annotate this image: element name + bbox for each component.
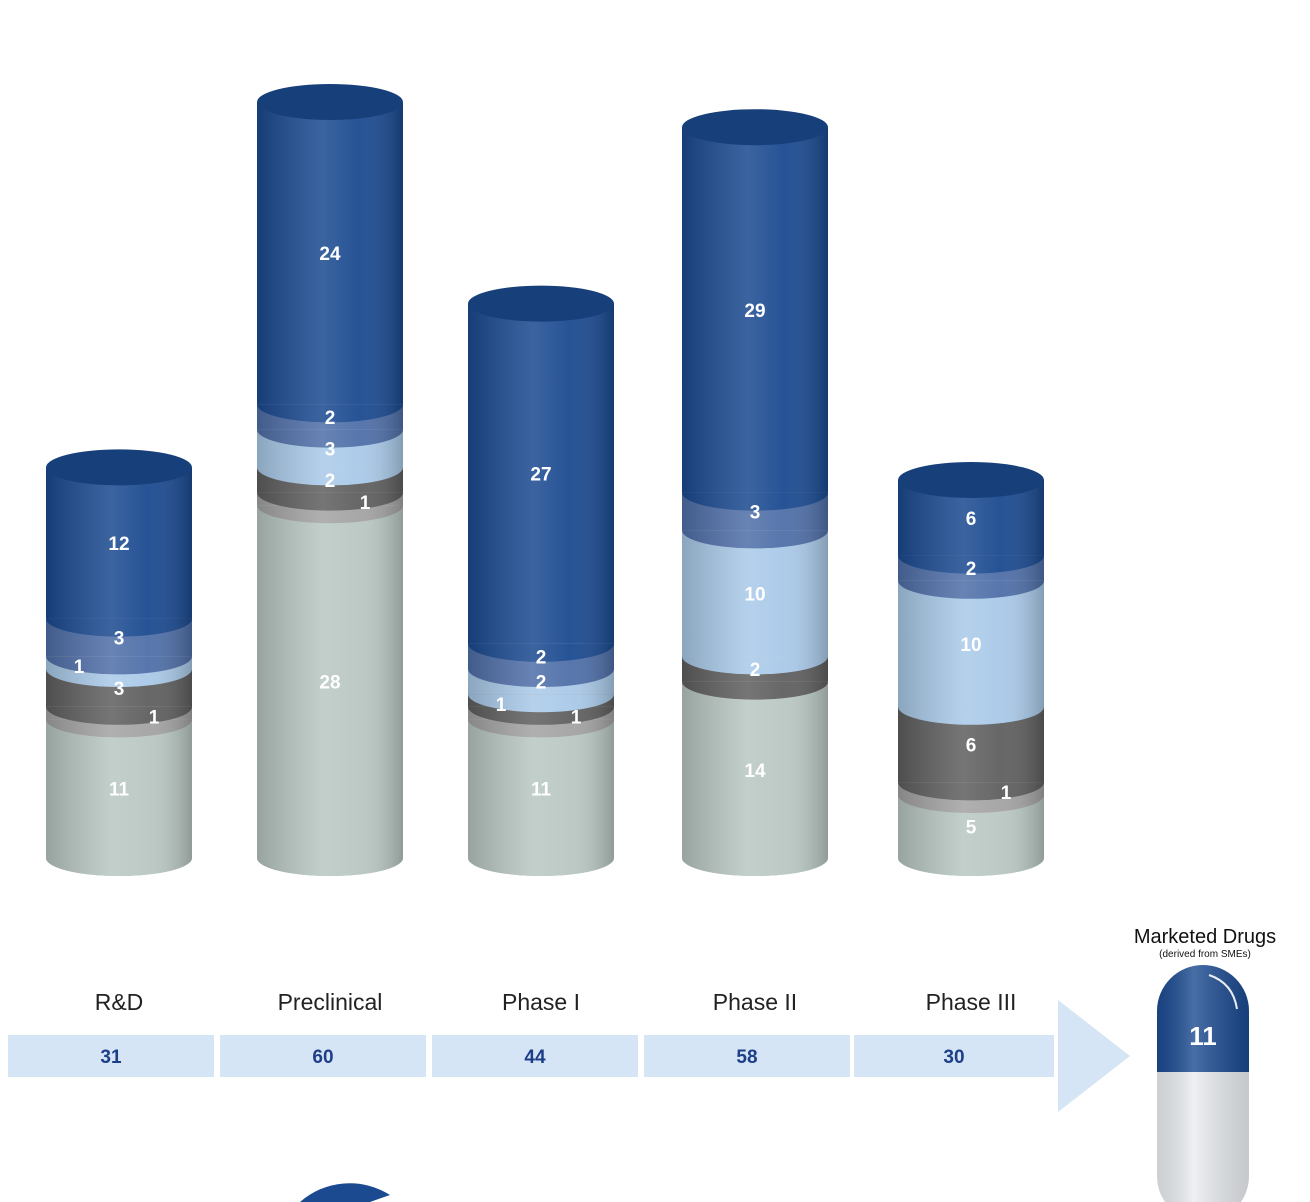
- partial-pie-icon: [300, 1183, 390, 1202]
- total-cell: [432, 1035, 638, 1077]
- segment-value-label: 1: [360, 493, 371, 514]
- segment-value-label: 2: [966, 559, 977, 580]
- segment-value-label: 28: [319, 673, 340, 694]
- segment-value-label: 14: [744, 761, 766, 782]
- capsule-icon: [1157, 965, 1249, 1202]
- segment-value-label: 27: [530, 465, 551, 486]
- total-value: 60: [312, 1047, 333, 1068]
- total-value: 30: [943, 1047, 964, 1068]
- segment-value-label: 1: [149, 707, 160, 728]
- total-cell: [220, 1035, 426, 1077]
- capsule-shading: [1157, 965, 1249, 1202]
- category-label: R&D: [95, 989, 144, 1015]
- segment-value-label: 3: [114, 679, 125, 700]
- segment-value-label: 1: [74, 657, 85, 678]
- cylinder-top: [898, 462, 1044, 498]
- segment-value-label: 12: [108, 534, 129, 555]
- marketed-title: Marketed Drugs: [1134, 926, 1276, 948]
- cylinder-3: 14 2 10 3 29: [682, 109, 828, 876]
- cylinder-top: [682, 109, 828, 146]
- category-label: Phase I: [502, 989, 580, 1015]
- cylinder-shading: [46, 467, 192, 876]
- total-cell: [854, 1035, 1054, 1077]
- cylinder-shading: [468, 303, 614, 877]
- segment-value-label: 29: [744, 301, 765, 322]
- total-cell: [8, 1035, 214, 1077]
- segment-value-label: 1: [571, 707, 582, 728]
- segment-value-label: 6: [966, 509, 977, 530]
- cylinder-4: 5 1 6 10 2 6: [898, 462, 1044, 876]
- arrow-icon: [1058, 1000, 1130, 1112]
- cylinder-shading: [682, 127, 828, 876]
- marketed-drugs-group: Marketed Drugs(derived from SMEs) 11: [300, 926, 1276, 1202]
- totals-band-layer: 31 60 44 58 30: [8, 1000, 1130, 1112]
- total-value: 31: [100, 1047, 122, 1068]
- segment-value-label: 3: [114, 629, 125, 650]
- total-value: 44: [524, 1047, 546, 1068]
- marketed-value: 11: [1189, 1021, 1217, 1051]
- segment-value-label: 2: [325, 408, 336, 429]
- category-labels-layer: R&D Preclinical Phase I Phase II Phase III: [95, 989, 1017, 1015]
- segment-value-label: 2: [536, 647, 547, 668]
- capsule-highlight: [1208, 974, 1238, 1010]
- segment-value-label: 2: [325, 471, 336, 492]
- total-value: 58: [736, 1047, 757, 1068]
- segment-value-label: 1: [1001, 783, 1012, 804]
- marketed-subtitle: (derived from SMEs): [1159, 949, 1251, 960]
- cylinder-1: 28 1 2 3 2 24: [257, 84, 403, 876]
- segment-value-label: 2: [536, 673, 547, 694]
- segment-value-label: 2: [750, 660, 761, 681]
- segment-value-label: 11: [531, 780, 552, 801]
- segment-value-label: 10: [744, 584, 765, 605]
- segment-value-label: 6: [966, 736, 977, 757]
- cylinder-top: [468, 285, 614, 322]
- cylinder-shading: [898, 480, 1044, 876]
- segment-value-label: 11: [109, 780, 130, 801]
- category-label: Preclinical: [278, 989, 383, 1015]
- cylinder-shading: [257, 102, 403, 876]
- cylinder-top: [46, 449, 192, 486]
- segment-value-label: 1: [496, 695, 507, 716]
- segment-value-label: 3: [750, 503, 761, 524]
- segment-value-label: 24: [319, 244, 341, 265]
- segment-value-label: 10: [960, 635, 981, 656]
- segment-value-label: 3: [325, 440, 336, 461]
- category-label: Phase III: [926, 989, 1017, 1015]
- total-cell: [644, 1035, 850, 1077]
- category-label: Phase II: [713, 989, 797, 1015]
- cylinder-top: [257, 84, 403, 120]
- segment-value-label: 5: [966, 818, 977, 839]
